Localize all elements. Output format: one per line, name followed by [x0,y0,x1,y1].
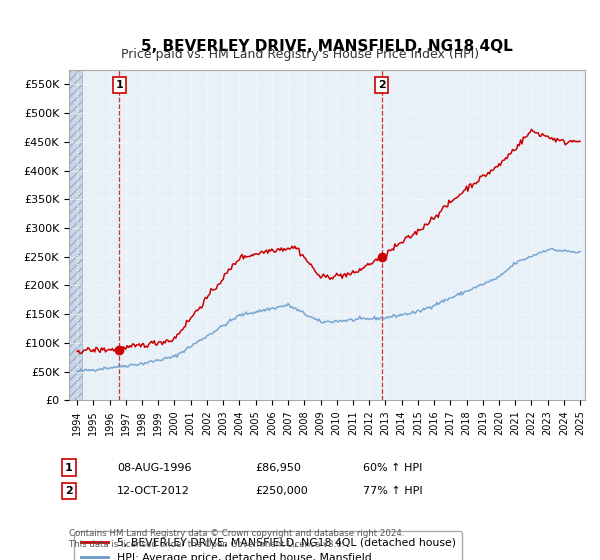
Text: 12-OCT-2012: 12-OCT-2012 [117,486,190,496]
Text: 77% ↑ HPI: 77% ↑ HPI [363,486,422,496]
Text: 2: 2 [378,80,386,90]
Text: 1: 1 [115,80,123,90]
Text: 08-AUG-1996: 08-AUG-1996 [117,463,191,473]
Text: 1: 1 [65,463,73,473]
Text: Price paid vs. HM Land Registry's House Price Index (HPI): Price paid vs. HM Land Registry's House … [121,48,479,60]
Title: 5, BEVERLEY DRIVE, MANSFIELD, NG18 4QL: 5, BEVERLEY DRIVE, MANSFIELD, NG18 4QL [141,39,513,54]
Text: 2: 2 [65,486,73,496]
Legend: 5, BEVERLEY DRIVE, MANSFIELD, NG18 4QL (detached house), HPI: Average price, det: 5, BEVERLEY DRIVE, MANSFIELD, NG18 4QL (… [74,531,462,560]
Text: Contains HM Land Registry data © Crown copyright and database right 2024.
This d: Contains HM Land Registry data © Crown c… [69,529,404,549]
Text: £250,000: £250,000 [255,486,308,496]
Text: £86,950: £86,950 [255,463,301,473]
Text: 60% ↑ HPI: 60% ↑ HPI [363,463,422,473]
